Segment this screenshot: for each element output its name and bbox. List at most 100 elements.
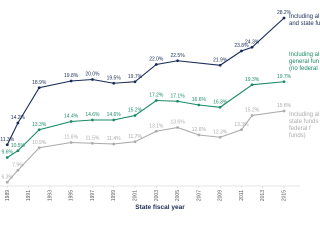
point xyxy=(91,118,94,122)
data-label: 20.0% xyxy=(85,72,100,78)
x-tick-label: 1989 xyxy=(5,190,11,201)
point xyxy=(176,59,179,63)
point xyxy=(91,78,94,81)
point xyxy=(37,128,41,132)
point xyxy=(176,126,179,129)
data-label: 11.4% xyxy=(107,136,121,142)
x-tick-label: 2009 xyxy=(218,190,224,201)
data-label: 21.9% xyxy=(213,57,228,63)
point xyxy=(133,140,137,144)
point xyxy=(176,99,179,103)
data-label: 7.9% xyxy=(12,162,24,168)
point xyxy=(16,168,20,172)
x-tick-label: 2013 xyxy=(260,190,266,201)
point xyxy=(218,63,222,67)
x-tick-label: 1999 xyxy=(111,190,117,201)
point xyxy=(16,121,20,125)
x-tick-label: 1991 xyxy=(26,190,32,201)
data-label: 16.6% xyxy=(192,97,207,103)
data-label: 13.6% xyxy=(170,120,185,126)
x-axis-title: State fiscal year xyxy=(135,204,185,211)
point xyxy=(250,83,254,87)
point xyxy=(240,49,243,53)
point xyxy=(154,99,158,102)
point xyxy=(5,180,9,184)
data-label: 14.6% xyxy=(85,112,100,118)
data-label: 12.3% xyxy=(213,129,228,135)
point xyxy=(218,135,222,139)
point xyxy=(37,86,41,90)
x-tick-label: 2001 xyxy=(133,190,139,201)
x-tick-label: 2015 xyxy=(282,190,288,201)
point xyxy=(197,133,201,137)
plot: State fiscal year 1989 1991 1993 1995 1997 19… xyxy=(0,10,300,211)
x-tick-label: 2003 xyxy=(154,190,160,201)
point xyxy=(112,142,116,146)
data-label: 15.2% xyxy=(128,108,143,114)
point xyxy=(37,146,41,150)
point xyxy=(133,80,137,84)
data-label: 17.1% xyxy=(170,93,185,99)
x-tick-label: 2005 xyxy=(175,190,181,201)
point xyxy=(133,114,137,117)
point xyxy=(112,81,116,85)
data-label: 11.6% xyxy=(64,135,78,141)
point xyxy=(5,156,9,159)
data-label: 19.7% xyxy=(128,74,143,80)
data-label: 28.2% xyxy=(277,10,292,16)
legend-entry: Including al state funds (no federal f f… xyxy=(289,112,320,139)
point xyxy=(154,63,158,66)
data-label: 11.3% xyxy=(0,137,14,143)
point xyxy=(218,105,222,109)
x-tick-label: 1995 xyxy=(69,190,75,201)
data-label: 10.5% xyxy=(11,143,26,149)
point xyxy=(112,118,116,122)
point xyxy=(69,141,73,144)
legend-entry: Including al and state fu xyxy=(289,14,320,27)
point xyxy=(69,120,73,123)
data-label: 15.2% xyxy=(245,108,260,114)
data-label: 19.8% xyxy=(64,73,79,79)
data-label: 13.3% xyxy=(234,122,249,128)
data-label: 14.6% xyxy=(107,112,122,118)
point xyxy=(5,143,9,147)
point xyxy=(16,149,20,153)
point xyxy=(91,141,94,145)
data-label: 11.7% xyxy=(128,134,142,140)
point xyxy=(250,114,254,117)
x-tick-label: 2007 xyxy=(196,190,202,201)
point xyxy=(154,129,158,133)
point xyxy=(250,45,254,49)
point xyxy=(240,128,243,132)
data-label: 13.1% xyxy=(149,123,164,129)
data-label: 13.3% xyxy=(32,122,47,128)
point xyxy=(69,79,73,83)
data-label: 15.8% xyxy=(277,103,292,109)
data-label: 14.4% xyxy=(64,114,79,120)
data-label: 17.2% xyxy=(149,93,164,99)
data-label: 19.7% xyxy=(277,74,292,80)
data-label: 19.3% xyxy=(245,77,260,83)
data-label: 10.9% xyxy=(32,140,47,146)
data-label: 23.8% xyxy=(234,43,249,49)
x-tick-label: 1997 xyxy=(90,190,96,201)
x-tick-label: 1993 xyxy=(47,190,53,201)
legend-entry: Including al general fun (no federal xyxy=(289,52,320,72)
x-tick-label: 2011 xyxy=(239,190,245,201)
data-label: 16.3% xyxy=(213,99,228,105)
data-label: 11.5% xyxy=(86,135,100,141)
data-label: 9.6% xyxy=(2,150,14,156)
data-label: 6.3% xyxy=(2,174,14,180)
chart: State fiscal year 1989 1991 1993 1995 1997 19… xyxy=(0,10,320,211)
point xyxy=(197,103,201,107)
data-label: 19.5% xyxy=(107,75,122,81)
data-label: 14.2% xyxy=(11,115,26,121)
series-line xyxy=(6,110,285,183)
data-label: 22.5% xyxy=(170,53,185,59)
data-label: 24.3% xyxy=(245,39,260,45)
data-label: 12.6% xyxy=(192,127,207,133)
data-label: 18.9% xyxy=(32,80,47,86)
point xyxy=(282,16,286,20)
point xyxy=(282,109,286,113)
point xyxy=(282,80,286,84)
